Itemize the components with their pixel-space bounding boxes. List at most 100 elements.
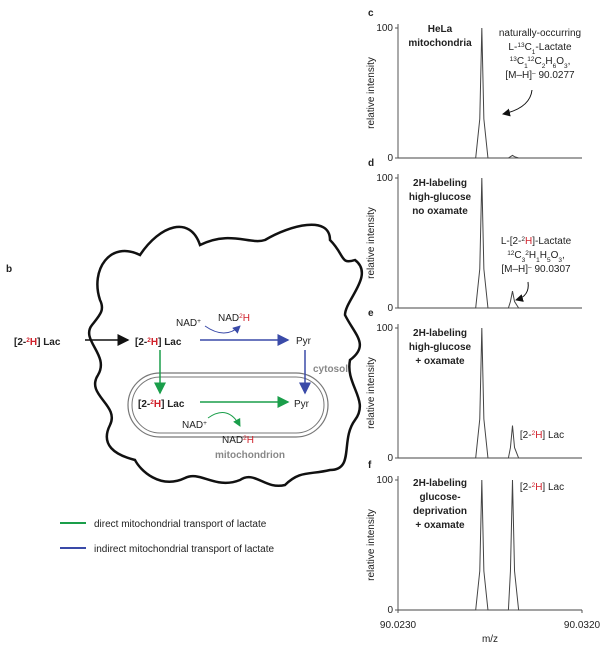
text-part: naturally-occurring	[499, 28, 581, 39]
y-tick-label: 100	[376, 475, 393, 486]
panel-title: mitochondria	[408, 38, 472, 49]
nad2h-label: NAD2H	[218, 313, 250, 325]
annotation: L-13C1-Lactate	[508, 42, 572, 56]
text-part: 12	[507, 250, 515, 257]
panel-title: high-glucose	[409, 192, 472, 203]
spectrum-line	[398, 327, 582, 459]
text-part: [M–H]	[505, 70, 532, 81]
panel-title: + oxamate	[415, 520, 465, 531]
panel-title: 2H-labeling	[413, 328, 467, 339]
lactate-label: [2-2H] Lac	[135, 337, 182, 349]
text-part: 2	[525, 250, 529, 257]
y-tick-label: 0	[387, 605, 393, 616]
y-axis-label: relative intensity	[366, 509, 377, 581]
text-part: 2	[521, 236, 525, 243]
text-part: [2-	[138, 399, 150, 410]
x-axis-label: m/z	[482, 634, 498, 645]
text-part: -Lactate	[535, 42, 572, 53]
y-tick-label: 0	[387, 453, 393, 464]
mitochondrion-label: mitochondrion	[215, 450, 285, 461]
legend-label: indirect mitochondrial transport of lact…	[94, 544, 275, 555]
text-part: [2-	[520, 482, 532, 493]
panel-title: glucose-	[419, 492, 460, 503]
y-tick-label: 100	[376, 323, 393, 334]
text-part: 1	[532, 49, 536, 56]
y-axis-label: relative intensity	[366, 207, 377, 279]
y-tick-label: 0	[387, 153, 393, 164]
text-part: C	[517, 56, 524, 67]
text-part: 2	[532, 430, 536, 437]
text-part: ,	[568, 56, 571, 67]
text-part: ] Lac	[542, 482, 564, 493]
text-part: NAD	[182, 420, 203, 431]
annotation: [2-2H] Lac	[520, 430, 564, 442]
annotation-arrow	[502, 89, 533, 117]
cell-membrane	[88, 223, 364, 488]
y-axis-label: relative intensity	[366, 57, 377, 129]
panel-label: f	[368, 460, 372, 471]
text-part: 2	[532, 482, 536, 489]
text-part: O	[551, 250, 559, 261]
text-part: C	[525, 42, 532, 53]
text-part: H	[525, 236, 532, 247]
nad-label: NAD+	[176, 318, 201, 330]
panel-label: d	[368, 158, 374, 169]
text-part: H	[151, 337, 158, 348]
text-part: +	[197, 318, 201, 325]
spectrum-line	[398, 177, 582, 309]
text-part: H	[540, 250, 547, 261]
text-part: 13	[517, 42, 525, 49]
panel-label: e	[368, 308, 374, 319]
text-part: 2	[26, 337, 30, 344]
text-part: 12	[527, 56, 535, 63]
nad-arrow	[204, 325, 241, 334]
text-part: H	[535, 430, 542, 441]
text-part: C	[514, 250, 521, 261]
text-part: H	[154, 399, 161, 410]
text-part: O	[556, 56, 564, 67]
text-part: 5	[547, 257, 551, 264]
text-part: H	[535, 482, 542, 493]
source-label: [2-2H] Lac	[14, 337, 61, 349]
text-part: 1	[524, 63, 528, 70]
nad2h-label: NAD2H	[222, 435, 254, 447]
text-part: NAD	[222, 435, 243, 446]
annotation: L-[2-2H]-Lactate	[501, 236, 572, 248]
text-part: NAD	[218, 313, 239, 324]
x-tick-label: 90.0230	[380, 620, 417, 631]
text-part: –	[532, 70, 536, 77]
text-part: –	[528, 264, 532, 271]
text-part: +	[203, 420, 207, 427]
nad-label: NAD+	[182, 420, 207, 432]
annotation: 13C112C2H6O3,	[510, 56, 571, 70]
text-part: ] Lac	[542, 430, 564, 441]
text-part: L-[2-	[501, 236, 522, 247]
text-part: L-	[508, 42, 517, 53]
y-tick-label: 0	[387, 303, 393, 314]
panel-title: 2H-labeling	[413, 178, 467, 189]
x-tick-label: 90.0320	[564, 620, 601, 631]
text-part: C	[534, 56, 541, 67]
text-part: 90.0277	[536, 70, 575, 81]
text-part: ,	[562, 250, 565, 261]
pyr-label: Pyr	[294, 399, 310, 410]
text-part: 6	[553, 63, 557, 70]
text-part: ]-Lactate	[532, 236, 571, 247]
panel-title: deprivation	[413, 506, 467, 517]
text-part: 2	[239, 313, 243, 320]
mitochondrion-inner	[131, 376, 325, 434]
text-part: 3	[522, 257, 526, 264]
annotation-arrow	[515, 281, 529, 302]
text-part: ] Lac	[37, 337, 61, 348]
annotation: [M–H]– 90.0307	[501, 264, 571, 276]
text-part: 2	[243, 435, 247, 442]
cytosol-label: cytosol	[313, 364, 348, 375]
panel-title: HeLa	[428, 24, 453, 35]
text-part: 1	[536, 257, 540, 264]
annotation: [M–H]– 90.0277	[505, 70, 575, 82]
text-part: 2	[150, 399, 154, 406]
text-part: H	[545, 56, 552, 67]
legend-label: direct mitochondrial transport of lactat…	[94, 519, 267, 530]
text-part: NAD	[176, 318, 197, 329]
